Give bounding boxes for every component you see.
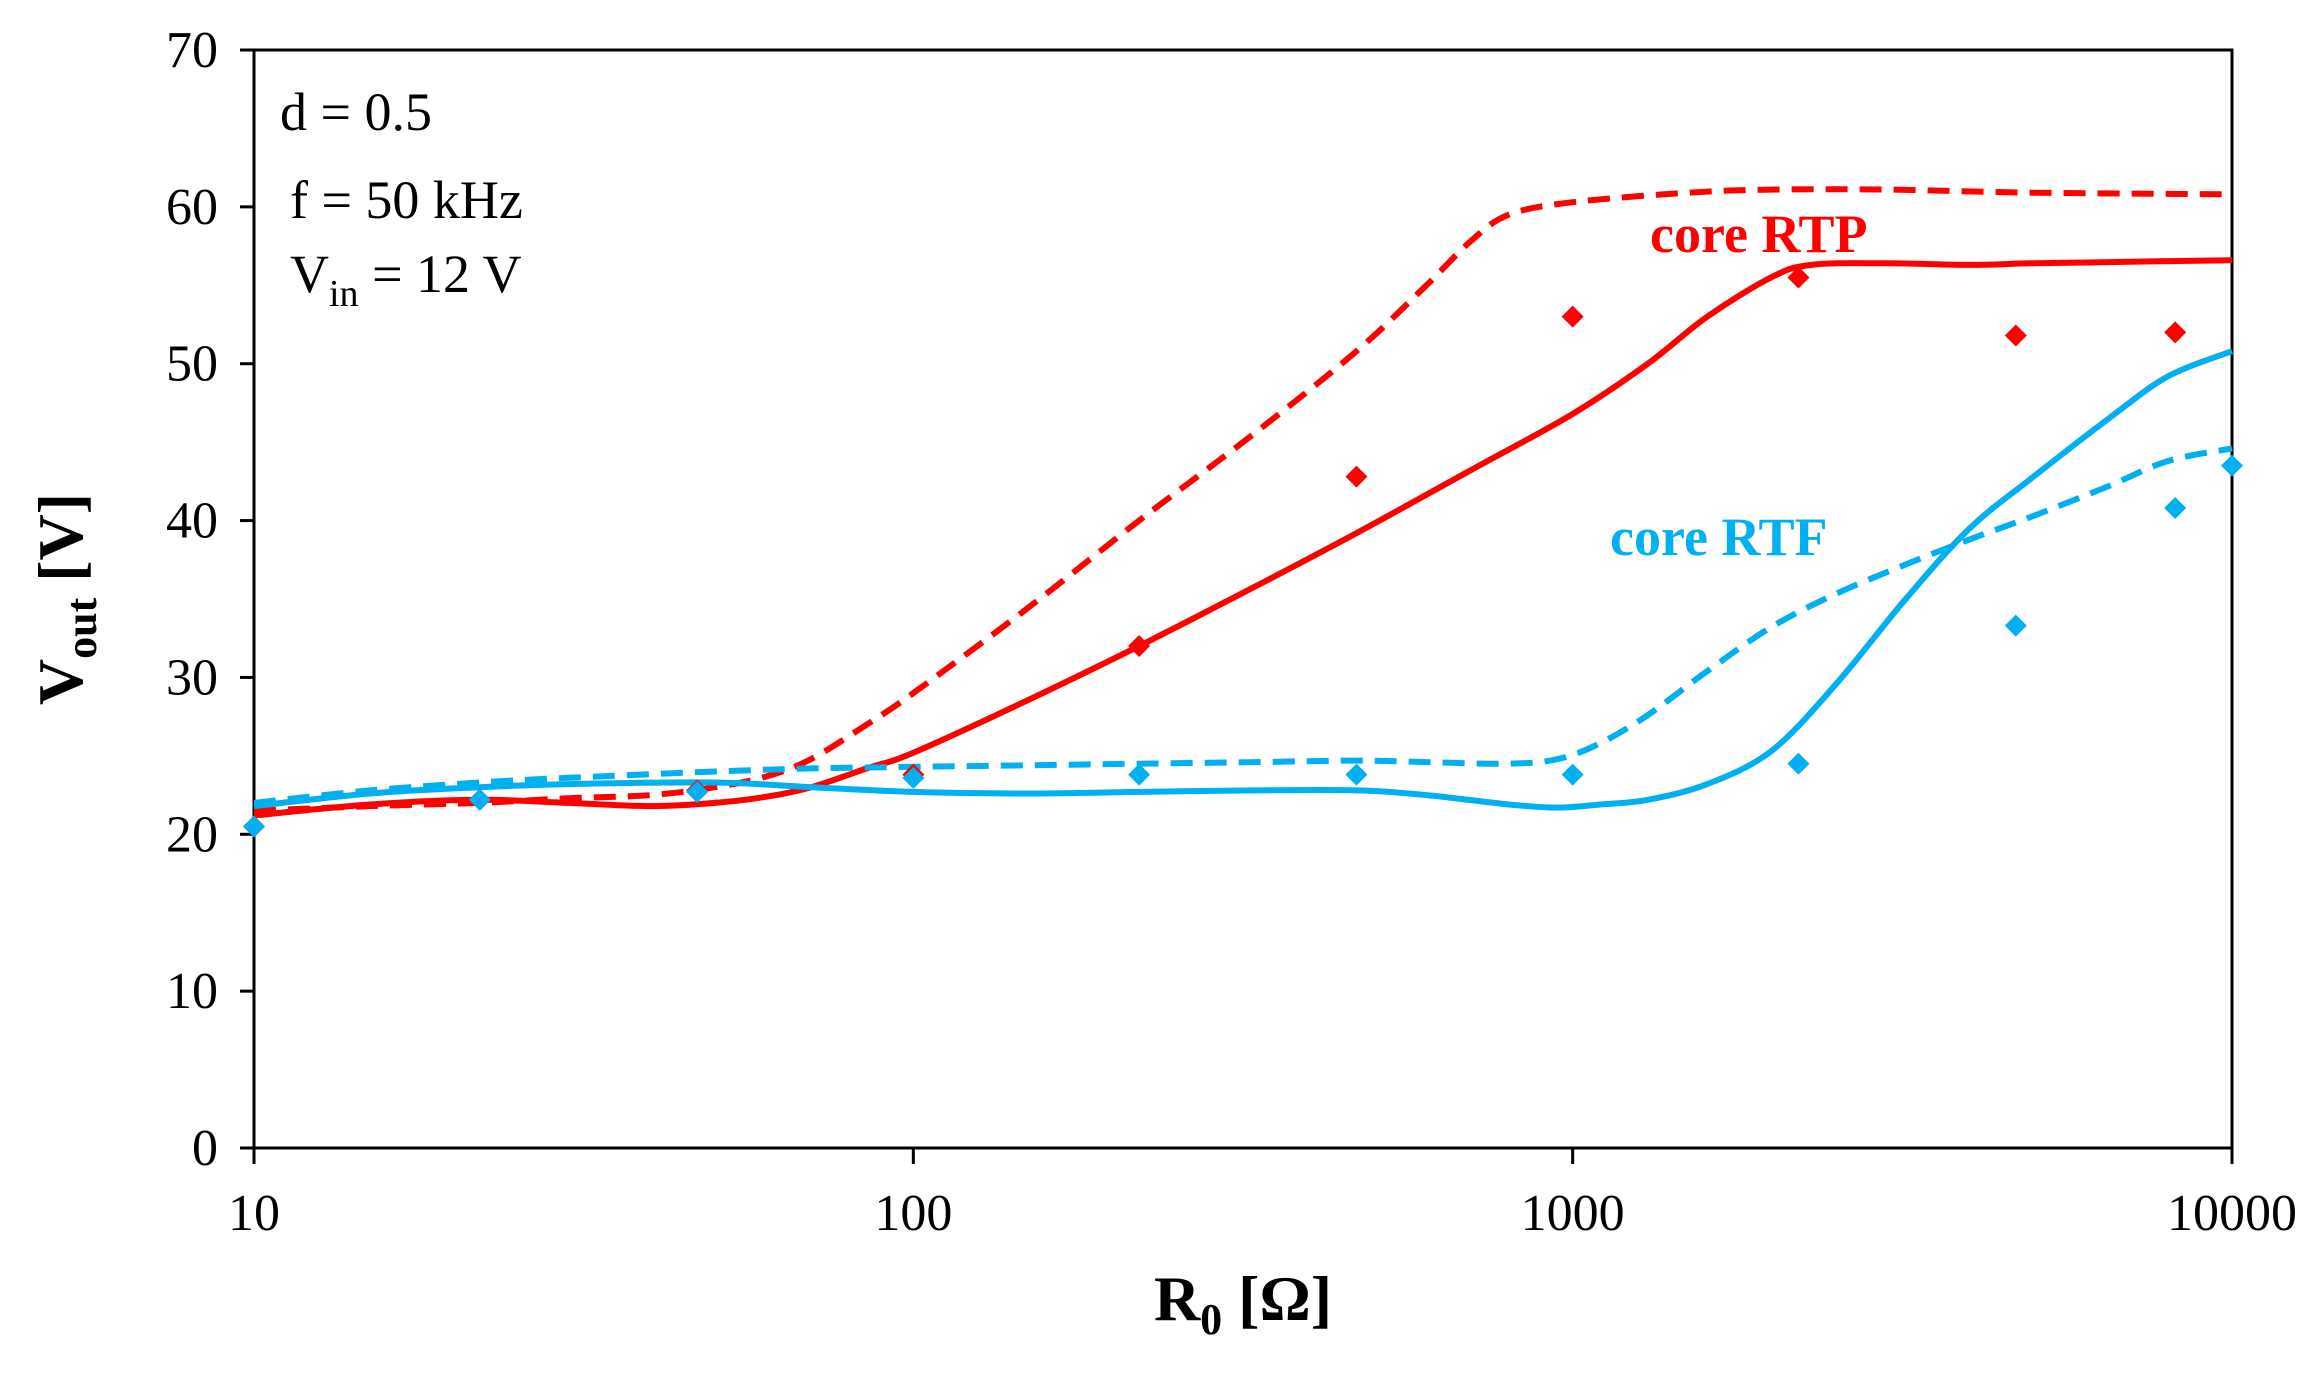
data-point-rtp — [1128, 635, 1151, 658]
y-axis-title-unit: [V] — [25, 493, 96, 598]
x-tick-label: 10000 — [2167, 1185, 2297, 1242]
series-line-core-rtf-simulation-solid — [253, 348, 2234, 811]
data-point-rtf — [1561, 763, 1584, 786]
x-axis-title: R0 [Ω] — [1154, 1263, 1332, 1344]
series-label-rtp: core RTP — [1650, 204, 1868, 264]
data-point-rtf — [902, 766, 925, 789]
y-axis-title-main: V — [25, 659, 96, 705]
data-point-rtp — [1561, 305, 1584, 328]
y-axis-ticks: 0 10 20 30 40 50 60 70 — [166, 22, 254, 1177]
series-layer — [243, 186, 2243, 838]
series-line-core-rtf-simulation-dashed — [253, 445, 2233, 806]
data-point-rtp — [2164, 321, 2187, 344]
series-line-core-rtp-simulation-solid — [253, 257, 2233, 819]
x-axis-ticks: 10 100 1000 10000 — [228, 1148, 2297, 1242]
y-axis-title-sub: out — [57, 597, 106, 658]
y-tick-label: 30 — [166, 649, 218, 706]
data-point-rtf — [1787, 752, 1810, 775]
y-axis-title: Vout [V] — [25, 493, 106, 705]
x-tick-label: 100 — [874, 1185, 952, 1242]
x-tick-label: 10 — [228, 1185, 280, 1242]
annotation-vin: Vin = 12 V — [290, 244, 522, 315]
data-point-rtf — [243, 815, 265, 838]
y-tick-label: 40 — [166, 493, 218, 550]
data-point-rtf — [2004, 614, 2027, 637]
y-tick-label: 0 — [192, 1120, 218, 1177]
data-point-rtp — [1345, 465, 1368, 488]
data-point-rtf — [2164, 497, 2187, 520]
annotation-vin-rest: = 12 V — [359, 244, 522, 304]
annotation-frequency: f = 50 kHz — [290, 170, 523, 230]
data-point-rtf — [1128, 763, 1151, 786]
series-label-rtf: core RTF — [1610, 507, 1828, 567]
annotation-vin-sub: in — [329, 273, 359, 315]
x-axis-title-sub: 0 — [1200, 1295, 1222, 1344]
data-point-rtf — [1345, 763, 1368, 786]
x-tick-label: 1000 — [1521, 1185, 1625, 1242]
data-point-rtf — [686, 780, 709, 803]
data-point-rtf — [468, 788, 491, 811]
data-point-rtp — [1787, 266, 1810, 289]
y-tick-label: 60 — [166, 179, 218, 236]
annotation-duty: d = 0.5 — [280, 82, 432, 142]
plot-area — [252, 48, 2234, 1150]
x-axis-title-main: R — [1154, 1263, 1201, 1334]
y-tick-label: 20 — [166, 806, 218, 863]
series-line-core-rtp-simulation-dashed — [253, 186, 2233, 814]
annotation-vin-main: V — [290, 244, 329, 304]
data-point-rtf — [2221, 454, 2243, 477]
y-tick-label: 10 — [166, 963, 218, 1020]
y-tick-label: 70 — [166, 22, 218, 79]
y-tick-label: 50 — [166, 336, 218, 393]
x-axis-title-unit: [Ω] — [1222, 1263, 1332, 1334]
data-point-rtp — [2004, 324, 2027, 347]
